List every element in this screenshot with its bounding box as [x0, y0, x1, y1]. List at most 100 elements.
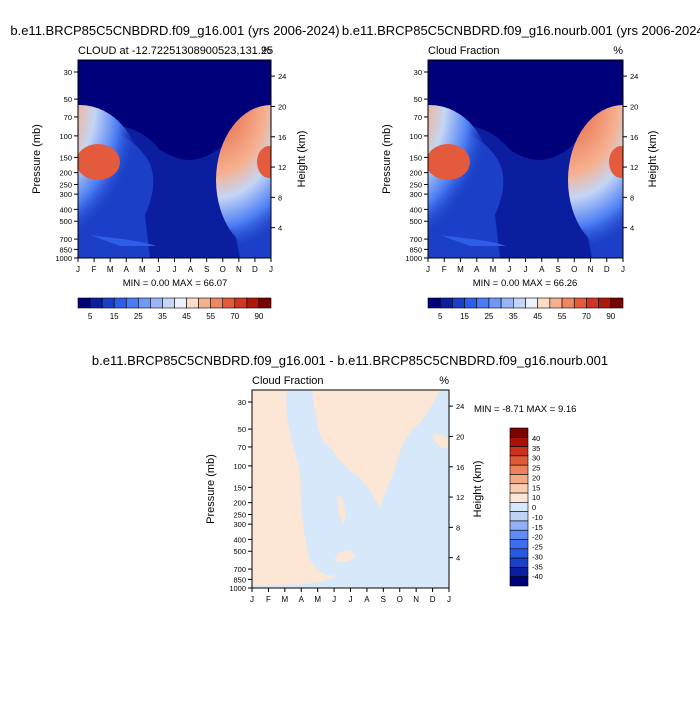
- y-tick-label: 150: [59, 153, 72, 162]
- y-right-tick-label: 12: [630, 163, 638, 172]
- y-right-tick-label: 24: [278, 72, 286, 81]
- y-right-tick-label: 20: [630, 102, 638, 111]
- colorbar-box: [234, 297, 248, 309]
- colorbar-box: [427, 297, 441, 309]
- colorbar-box: [186, 297, 199, 309]
- colorbar-box: [509, 492, 529, 503]
- colorbar-label: -20: [532, 533, 543, 542]
- y-tick-label: 150: [233, 483, 246, 492]
- colorbar-label: 15: [460, 312, 469, 321]
- x-tick-label: J: [173, 265, 177, 274]
- y-tick-label: 1000: [55, 254, 72, 263]
- y-tick-label: 400: [59, 205, 72, 214]
- panel-3-ylabel-right: Height (km): [472, 461, 484, 518]
- panel-1-title: b.e11.BRCP85C5CNBDRD.f09_g16.001 (yrs 20…: [10, 23, 339, 38]
- panel-3: b.e11.BRCP85C5CNBDRD.f09_g16.001 - b.e11…: [92, 353, 608, 604]
- x-tick-label: J: [507, 265, 511, 274]
- y-tick-label: 1000: [405, 254, 422, 263]
- y-tick-label: 300: [409, 190, 422, 199]
- y-right-tick-label: 16: [630, 133, 638, 142]
- colorbar-box: [525, 297, 538, 309]
- y-tick-label: 200: [59, 169, 72, 178]
- colorbar-box: [500, 297, 514, 309]
- x-tick-label: J: [349, 595, 353, 604]
- colorbar-box: [509, 474, 529, 485]
- x-tick-label: J: [524, 265, 528, 274]
- x-tick-label: F: [266, 595, 271, 604]
- panel-2-title: b.e11.BRCP85C5CNBDRD.f09_g16.nourb.001 (…: [342, 23, 700, 38]
- colorbar-box: [509, 483, 529, 494]
- panel-3-subtitle-right: %: [439, 375, 449, 387]
- colorbar-label: 15: [532, 483, 540, 492]
- panel-2: b.e11.BRCP85C5CNBDRD.f09_g16.nourb.001 (…: [342, 23, 700, 321]
- y-tick-label: 30: [414, 68, 422, 77]
- x-tick-label: J: [156, 265, 160, 274]
- colorbar-box: [210, 297, 224, 309]
- y-tick-label: 250: [59, 180, 72, 189]
- y-right-tick-label: 4: [456, 554, 460, 563]
- colorbar-box: [246, 297, 260, 309]
- x-tick-label: A: [474, 265, 480, 274]
- x-tick-label: O: [220, 265, 226, 274]
- colorbar-box: [89, 297, 103, 309]
- panel-1-stats: MIN = 0.00 MAX = 66.07: [123, 278, 228, 289]
- y-tick-label: 400: [409, 205, 422, 214]
- colorbar-label: 40: [532, 434, 540, 443]
- colorbar-box: [464, 297, 478, 309]
- colorbar-box: [573, 297, 587, 309]
- colorbar-label: -40: [532, 572, 543, 581]
- panel-2-ylabel-right: Height (km): [647, 131, 659, 188]
- x-tick-label: O: [397, 595, 403, 604]
- x-tick-label: D: [430, 595, 436, 604]
- y-right-tick-label: 12: [278, 163, 286, 172]
- y-right-tick-label: 24: [456, 402, 464, 411]
- y-tick-label: 200: [233, 499, 246, 508]
- panel-2-subtitle-right: %: [613, 45, 623, 57]
- x-tick-label: M: [139, 265, 146, 274]
- colorbar-label: -35: [532, 562, 543, 571]
- colorbar-box: [174, 297, 187, 309]
- x-tick-label: N: [236, 265, 242, 274]
- colorbar-label: 70: [582, 312, 591, 321]
- colorbar-label: 35: [532, 444, 540, 453]
- colorbar-box: [125, 297, 139, 309]
- x-tick-label: A: [539, 265, 545, 274]
- y-tick-label: 70: [414, 113, 422, 122]
- y-right-tick-label: 8: [630, 193, 634, 202]
- y-tick-label: 500: [409, 217, 422, 226]
- y-tick-label: 850: [233, 575, 246, 584]
- y-tick-label: 250: [409, 180, 422, 189]
- colorbar-box: [509, 436, 529, 447]
- colorbar-box: [509, 446, 529, 457]
- colorbar-box: [509, 539, 529, 550]
- colorbar-box: [222, 297, 236, 309]
- x-tick-label: J: [76, 265, 80, 274]
- y-right-tick-label: 12: [456, 493, 464, 502]
- x-tick-label: A: [299, 595, 305, 604]
- colorbar-box: [198, 297, 211, 309]
- colorbar-label: 90: [254, 312, 263, 321]
- colorbar-label: 25: [134, 312, 143, 321]
- y-tick-label: 300: [233, 520, 246, 529]
- colorbar-label: 15: [110, 312, 119, 321]
- x-tick-label: J: [250, 595, 254, 604]
- x-tick-label: J: [426, 265, 430, 274]
- colorbar-box: [610, 297, 624, 309]
- y-tick-label: 200: [409, 169, 422, 178]
- colorbar-box: [150, 297, 163, 309]
- colorbar-box: [509, 529, 529, 540]
- y-tick-label: 500: [59, 217, 72, 226]
- y-right-tick-label: 8: [278, 193, 282, 202]
- colorbar-box: [138, 297, 151, 309]
- colorbar-box: [162, 297, 175, 309]
- colorbar-label: 20: [532, 473, 540, 482]
- colorbar-box: [509, 511, 529, 522]
- colorbar-box: [476, 297, 490, 309]
- x-tick-label: F: [442, 265, 447, 274]
- colorbar-label: 45: [182, 312, 191, 321]
- colorbar-box: [509, 557, 529, 568]
- y-tick-label: 30: [238, 398, 246, 407]
- colorbar-label: 30: [532, 454, 540, 463]
- x-tick-label: D: [604, 265, 610, 274]
- colorbar-label: 90: [606, 312, 615, 321]
